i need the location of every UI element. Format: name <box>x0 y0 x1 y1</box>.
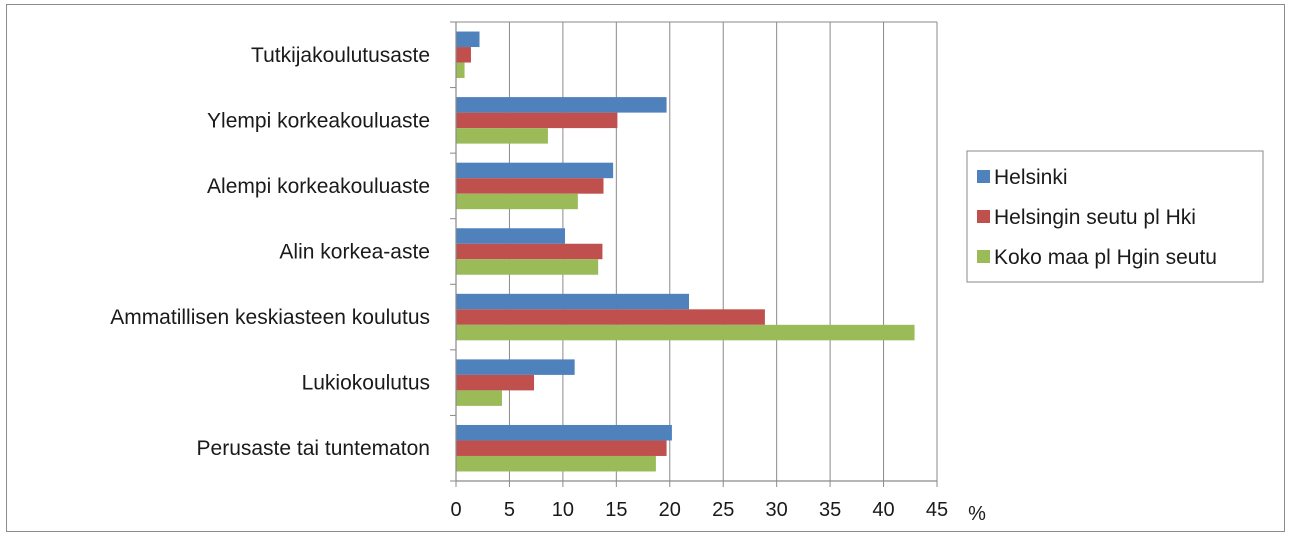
bar-3-2 <box>456 128 548 144</box>
category-label: Lukiokoulutus <box>302 372 430 395</box>
x-tick-label: 25 <box>712 499 734 521</box>
x-tick-label: 30 <box>766 499 788 521</box>
legend-swatch <box>977 170 990 183</box>
category-label: Alin korkea-aste <box>279 241 430 264</box>
legend-label: Helsingin seutu pl Hki <box>994 206 1196 229</box>
x-tick-label: 20 <box>659 499 681 521</box>
bar-3-7 <box>456 455 656 472</box>
bar-2-7 <box>456 440 667 456</box>
x-tick-label: 10 <box>552 499 574 521</box>
legend-swatch <box>977 250 990 263</box>
bar-1-2 <box>456 97 667 113</box>
x-tick-label: 35 <box>819 499 841 521</box>
bar-2-4 <box>456 243 603 260</box>
bar-1-3 <box>456 162 614 179</box>
x-tick-label: 45 <box>926 499 948 521</box>
bar-3-1 <box>456 62 465 79</box>
x-unit-label: % <box>968 503 986 525</box>
category-label: Ylempi korkeakouluaste <box>207 109 430 132</box>
x-tick-label: 5 <box>504 499 515 521</box>
bar-3-6 <box>456 390 502 406</box>
category-label: Alempi korkeakouluaste <box>207 175 430 198</box>
category-label: Ammatillisen keskiasteen koulutus <box>110 306 430 329</box>
x-tick-label: 40 <box>872 499 894 521</box>
bar-3-3 <box>456 193 578 210</box>
bar-1-7 <box>456 424 672 441</box>
bar-1-6 <box>456 359 575 375</box>
bar-3-4 <box>456 259 599 275</box>
bar-3-5 <box>456 324 915 341</box>
bar-2-2 <box>456 112 618 129</box>
bar-2-3 <box>456 178 604 194</box>
legend-label: Koko maa pl Hgin seutu <box>994 246 1217 269</box>
bar-1-5 <box>456 293 690 310</box>
category-label: Tutkijakoulutusaste <box>251 44 430 67</box>
x-tick-label: 15 <box>605 499 627 521</box>
legend-swatch <box>977 210 990 223</box>
bar-1-4 <box>456 228 566 244</box>
x-tick-label: 0 <box>450 499 461 521</box>
category-label: Perusaste tai tuntematon <box>197 437 430 460</box>
legend-box <box>966 150 1264 283</box>
bar-1-1 <box>456 31 480 48</box>
bar-2-5 <box>456 309 765 325</box>
bar-2-1 <box>456 47 471 63</box>
legend-label: Helsinki <box>994 166 1068 189</box>
bar-2-6 <box>456 374 535 391</box>
